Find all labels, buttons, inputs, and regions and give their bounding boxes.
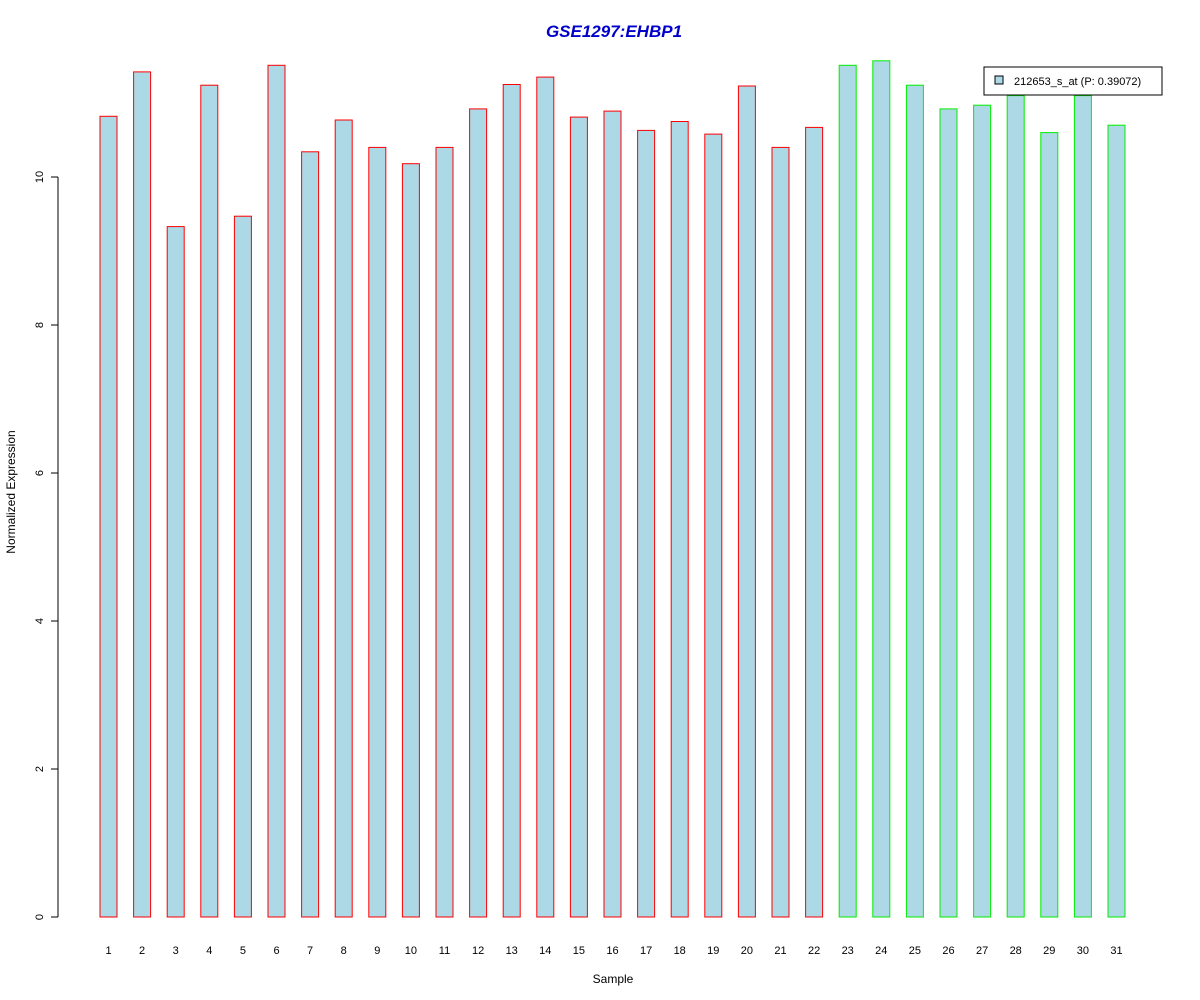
bar-sample-29	[1040, 132, 1059, 918]
bar-sample-6	[267, 64, 286, 918]
bar-sample-11	[435, 146, 454, 918]
y-tick-label: 0	[34, 914, 46, 920]
x-tick-label: 4	[206, 945, 212, 957]
bar-sample-8	[334, 119, 353, 918]
bar-sample-17	[637, 129, 656, 918]
bar-sample-12	[469, 108, 488, 918]
x-tick-label: 19	[707, 945, 719, 957]
bar-sample-13	[502, 84, 521, 918]
x-axis-label: Sample	[593, 972, 634, 986]
y-tick-label: 10	[34, 171, 46, 183]
bar-sample-21	[771, 146, 790, 918]
x-tick-label: 27	[976, 945, 988, 957]
x-tick-label: 25	[909, 945, 921, 957]
bar-sample-1	[99, 115, 118, 918]
bar-sample-26	[939, 108, 958, 918]
bar-sample-31	[1107, 124, 1126, 918]
x-tick-label: 28	[1010, 945, 1022, 957]
x-tick-label: 7	[307, 945, 313, 957]
bar-sample-25	[905, 84, 924, 918]
bar-sample-14	[536, 76, 555, 918]
x-tick-label: 16	[606, 945, 618, 957]
x-tick-label: 14	[539, 945, 551, 957]
x-tick-label: 9	[374, 945, 380, 957]
bar-sample-3	[166, 226, 185, 918]
bar-sample-27	[973, 104, 992, 918]
y-tick-label: 8	[34, 322, 46, 328]
bar-sample-9	[368, 146, 387, 918]
x-tick-label: 17	[640, 945, 652, 957]
x-tick-label: 3	[173, 945, 179, 957]
bar-sample-16	[603, 110, 622, 918]
x-tick-label: 13	[506, 945, 518, 957]
y-axis-label: Normalized Expression	[4, 430, 18, 553]
y-tick-label: 2	[34, 766, 46, 772]
bar-sample-30	[1073, 95, 1092, 918]
bar-sample-24	[872, 60, 891, 918]
bar-sample-7	[301, 151, 320, 918]
y-axis: 0 2 4 6 8 10	[34, 171, 59, 920]
x-tick-label: 1	[105, 945, 111, 957]
chart-title: GSE1297:EHBP1	[546, 22, 682, 41]
bar-sample-5	[233, 215, 252, 918]
bar-sample-2	[133, 71, 152, 918]
x-tick-label: 8	[341, 945, 347, 957]
y-tick-label: 6	[34, 470, 46, 476]
bar-sample-18	[670, 121, 689, 918]
x-tick-label: 20	[741, 945, 753, 957]
bar-sample-15	[569, 116, 588, 918]
x-tick-label: 23	[842, 945, 854, 957]
x-tick-label: 18	[674, 945, 686, 957]
bar-sample-28	[1006, 95, 1025, 918]
bar-sample-10	[401, 163, 420, 918]
x-tick-label: 15	[573, 945, 585, 957]
legend: 212653_s_at (P: 0.39072)	[983, 66, 1163, 96]
x-tick-label: 24	[875, 945, 887, 957]
x-tick-label: 21	[774, 945, 786, 957]
x-tick-label: 5	[240, 945, 246, 957]
legend-label: 212653_s_at (P: 0.39072)	[1014, 76, 1141, 88]
x-tick-label: 31	[1110, 945, 1122, 957]
x-tick-label: 10	[405, 945, 417, 957]
x-tick-labels: 1 2 3 4 5 6 7 8 9 10 11 12 13 14 15 16 17 18 19 20 21 22 23 24 2…	[105, 945, 1122, 957]
y-tick-label: 4	[34, 618, 46, 624]
bar-sample-20	[737, 85, 756, 918]
bar-sample-19	[704, 133, 723, 918]
x-tick-label: 2	[139, 945, 145, 957]
x-tick-label: 12	[472, 945, 484, 957]
x-tick-label: 29	[1043, 945, 1055, 957]
bars-group	[99, 60, 1126, 918]
legend-swatch	[994, 75, 1004, 85]
x-tick-label: 22	[808, 945, 820, 957]
x-tick-label: 11	[439, 945, 450, 957]
legend-box	[983, 66, 1163, 96]
x-tick-label: 26	[942, 945, 954, 957]
bar-sample-4	[200, 84, 219, 918]
bar-sample-22	[805, 126, 824, 918]
x-tick-label: 30	[1077, 945, 1089, 957]
bar-sample-23	[838, 64, 857, 918]
x-tick-label: 6	[273, 945, 279, 957]
